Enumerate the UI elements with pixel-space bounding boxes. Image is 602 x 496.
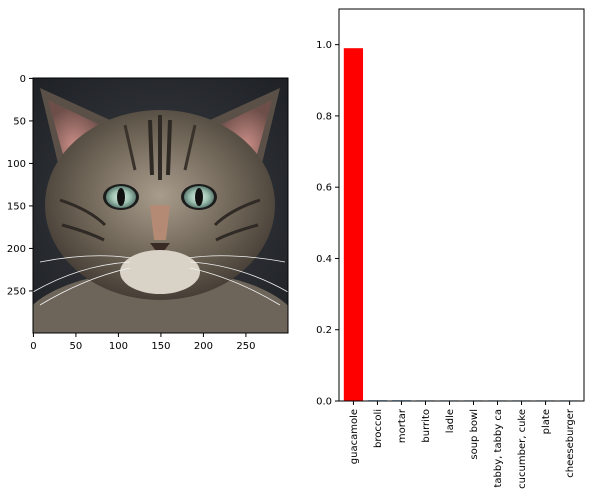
chart-y-tick-label: 0.8 xyxy=(316,111,332,122)
chart-x-tick-label: mortar xyxy=(397,408,408,443)
chart-x-tick-label: cucumber, cuke xyxy=(517,409,528,489)
image-y-tick-label: 150 xyxy=(7,201,26,212)
image-x-axis: 0 50 100 150 200 250 xyxy=(30,333,255,352)
chart-y-tick-label: 0.6 xyxy=(316,183,332,194)
bar xyxy=(343,48,364,401)
chart-x-tick-label: soup bowl xyxy=(469,409,480,460)
chart-x-tick-label: plate xyxy=(541,409,552,434)
image-x-tick-label: 100 xyxy=(109,341,128,352)
image-y-tick-label: 0 xyxy=(20,74,26,85)
chart-x-tick-label: broccoli xyxy=(373,409,384,448)
chart-x-axis: guacamole broccoli mortar burrito ladle soup … xyxy=(349,401,576,489)
chart-x-tick-label: burrito xyxy=(421,409,432,443)
image-y-tick-label: 50 xyxy=(13,116,26,127)
chart-y-tick-label: 0.0 xyxy=(316,397,332,408)
image-panel: 0 50 100 150 200 250 0 50 100 150 200 250 xyxy=(7,74,289,352)
image-x-tick-label: 150 xyxy=(151,341,170,352)
image-y-axis: 0 50 100 150 200 250 xyxy=(7,74,33,297)
image-y-tick-label: 100 xyxy=(7,159,26,170)
cat-image xyxy=(33,78,288,333)
image-x-tick-label: 250 xyxy=(236,341,255,352)
chart-frame xyxy=(338,8,585,402)
chart-y-tick-label: 0.2 xyxy=(316,325,332,336)
bar-chart-panel: 0.0 0.2 0.4 0.6 0.8 1.0 guacamole broccoli mort… xyxy=(316,8,585,489)
image-y-tick-label: 250 xyxy=(7,286,26,297)
image-x-tick-label: 200 xyxy=(194,341,213,352)
chart-x-tick-label: cheeseburger xyxy=(565,408,576,478)
bar-series xyxy=(343,48,580,401)
chart-y-axis: 0.0 0.2 0.4 0.6 0.8 1.0 xyxy=(316,40,339,408)
image-y-tick-label: 200 xyxy=(7,244,26,255)
chart-y-tick-label: 0.4 xyxy=(316,254,332,265)
chart-x-tick-label: tabby, tabby ca xyxy=(493,409,504,488)
image-x-tick-label: 50 xyxy=(70,341,83,352)
image-x-tick-label: 0 xyxy=(30,341,36,352)
chart-x-tick-label: ladle xyxy=(445,409,456,433)
chart-x-tick-label: guacamole xyxy=(349,409,360,464)
chart-y-tick-label: 1.0 xyxy=(316,40,332,51)
